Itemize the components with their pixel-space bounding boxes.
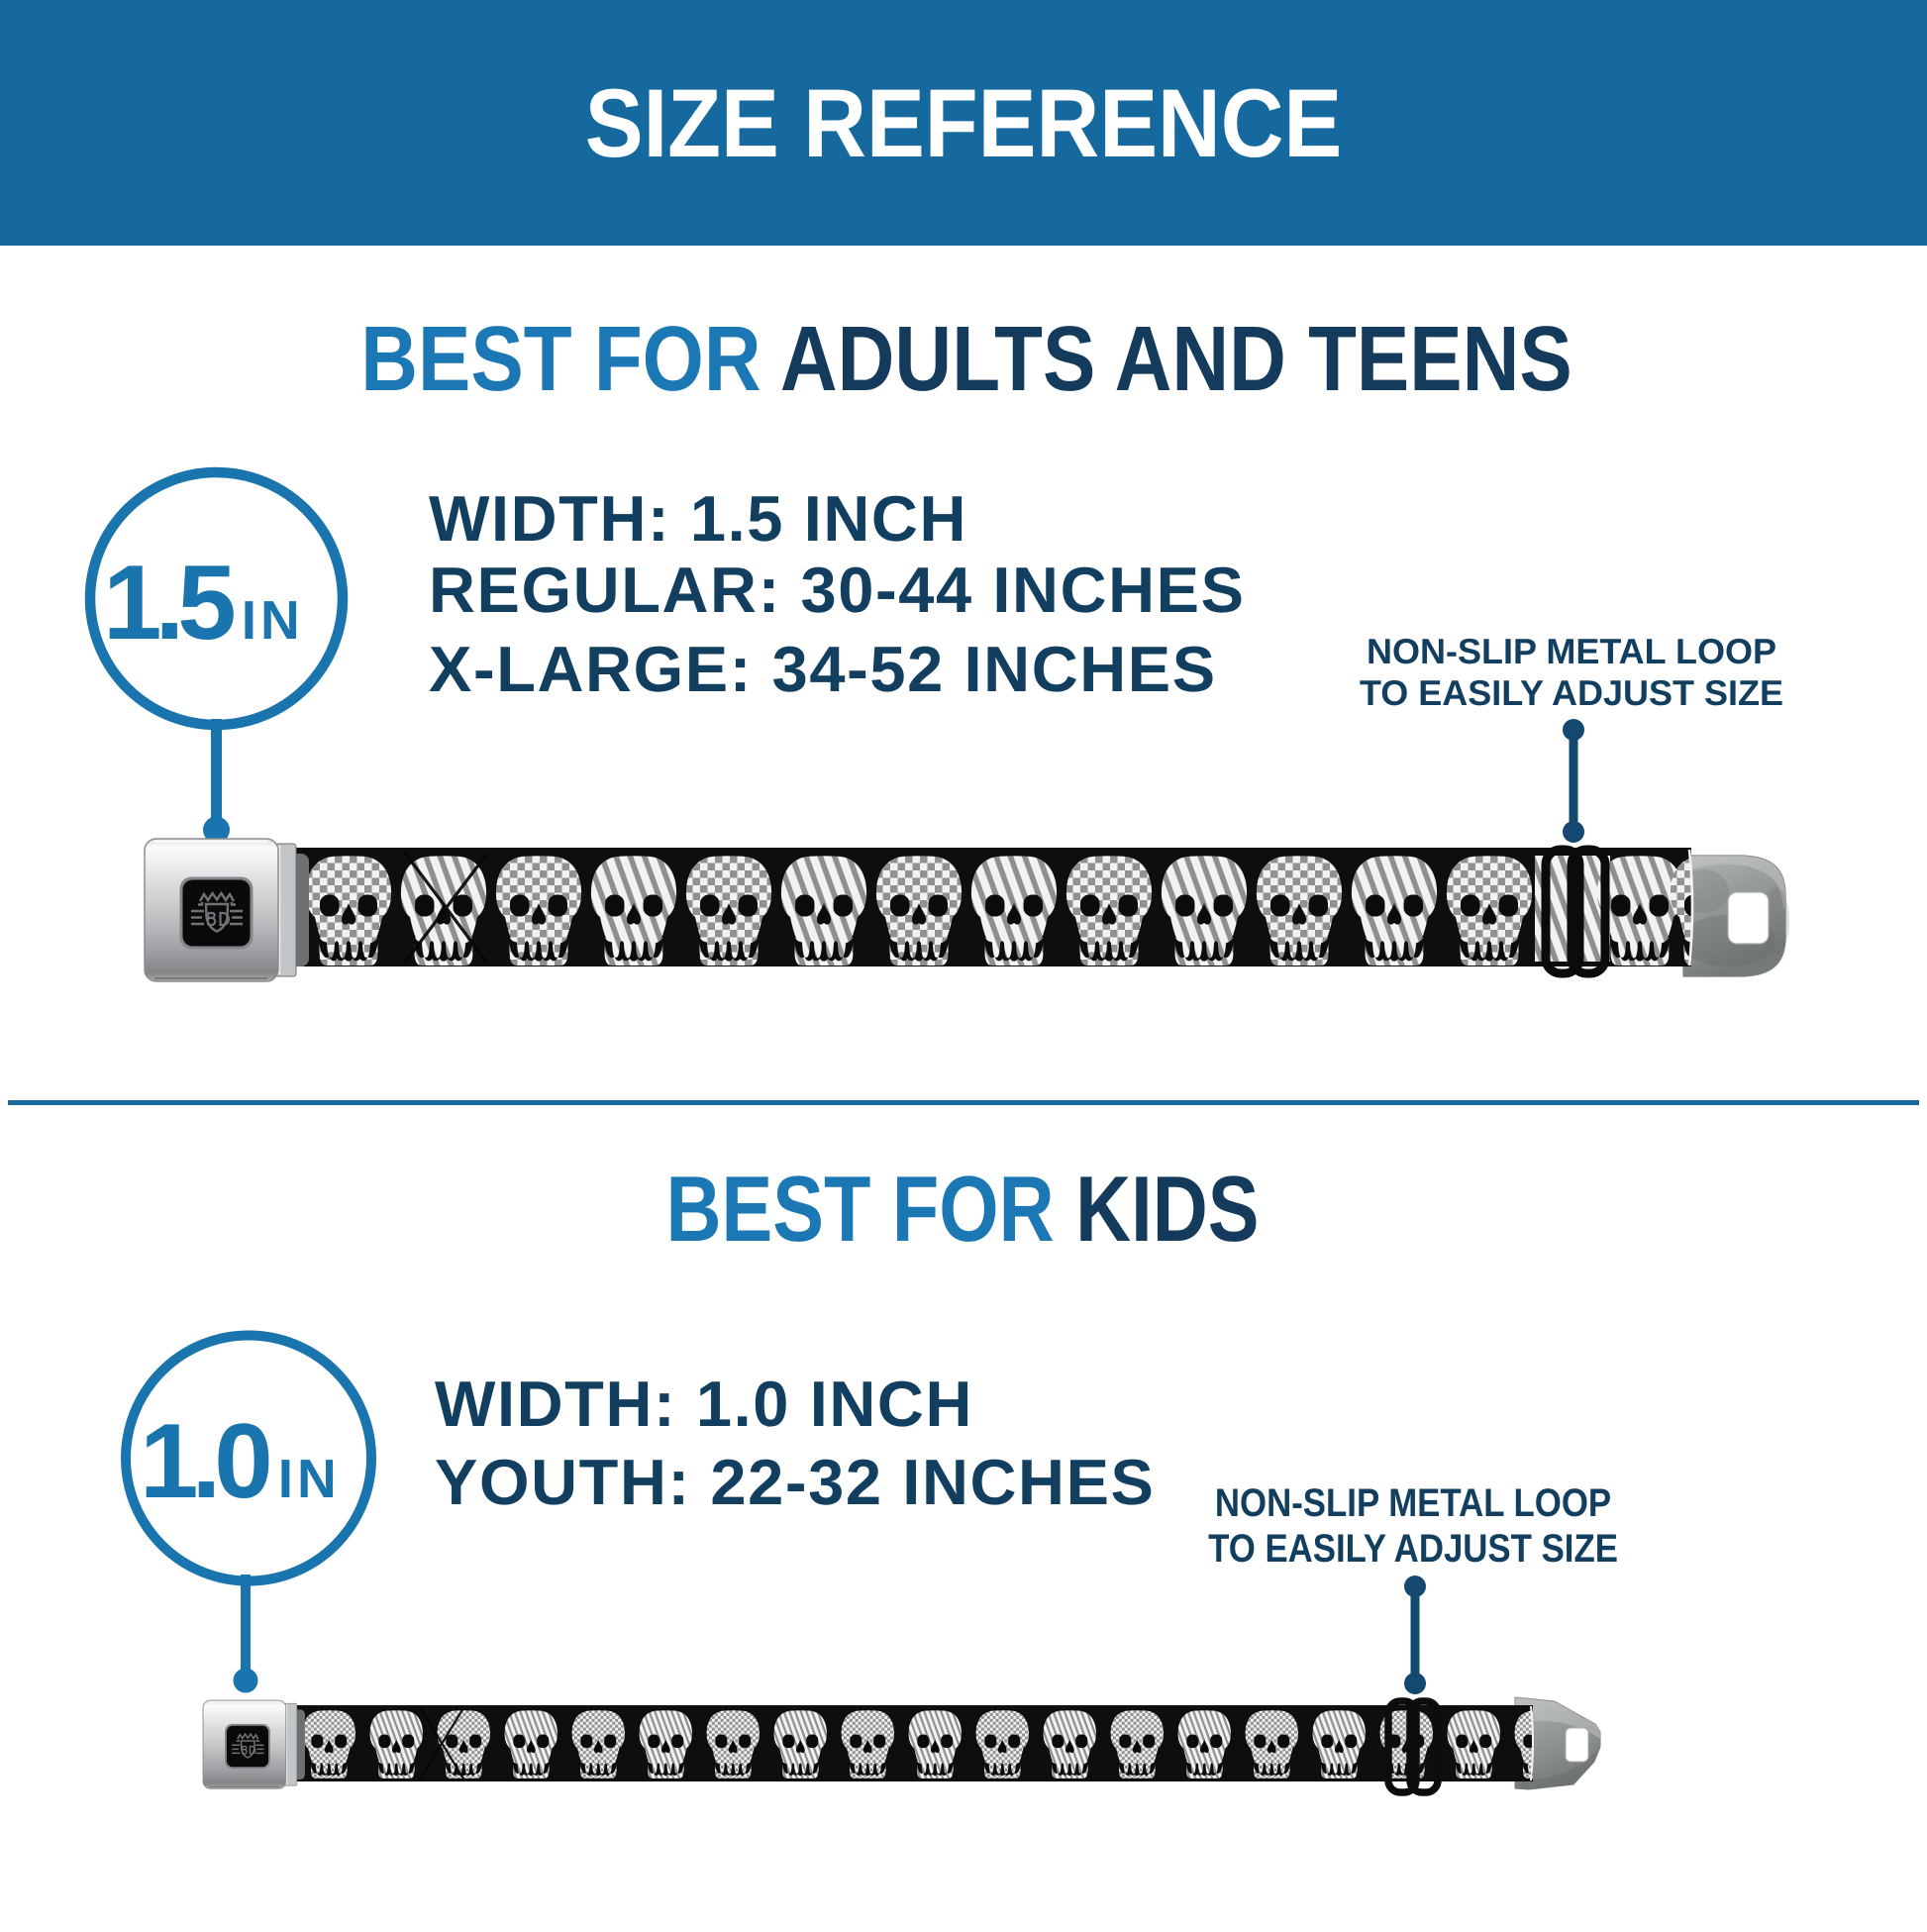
svg-text:WIDTH: 1.0 INCH: WIDTH: 1.0 INCH <box>435 1368 973 1440</box>
svg-text:SIZE REFERENCE: SIZE REFERENCE <box>585 68 1343 177</box>
svg-text:X-LARGE: 34-52 INCHES: X-LARGE: 34-52 INCHES <box>429 633 1217 705</box>
svg-text:BEST FOR ADULTS AND TEENS: BEST FOR ADULTS AND TEENS <box>360 307 1572 410</box>
svg-text:REGULAR: 30-44 INCHES: REGULAR: 30-44 INCHES <box>429 554 1246 626</box>
svg-text:YOUTH: 22-32 INCHES: YOUTH: 22-32 INCHES <box>435 1446 1156 1518</box>
svg-text:BEST FOR KIDS: BEST FOR KIDS <box>666 1157 1260 1261</box>
svg-text:WIDTH: 1.5 INCH: WIDTH: 1.5 INCH <box>429 482 967 555</box>
svg-text:NON-SLIP METAL LOOP: NON-SLIP METAL LOOP <box>1215 1481 1611 1525</box>
svg-text:1.5IN: 1.5 IN <box>103 543 304 661</box>
svg-text:TO EASILY ADJUST SIZE: TO EASILY ADJUST SIZE <box>1360 672 1783 713</box>
svg-text:1.0IN: 1.0 IN <box>140 1401 341 1520</box>
svg-text:NON-SLIP METAL LOOP: NON-SLIP METAL LOOP <box>1367 631 1776 671</box>
svg-text:TO EASILY ADJUST SIZE: TO EASILY ADJUST SIZE <box>1208 1527 1618 1571</box>
